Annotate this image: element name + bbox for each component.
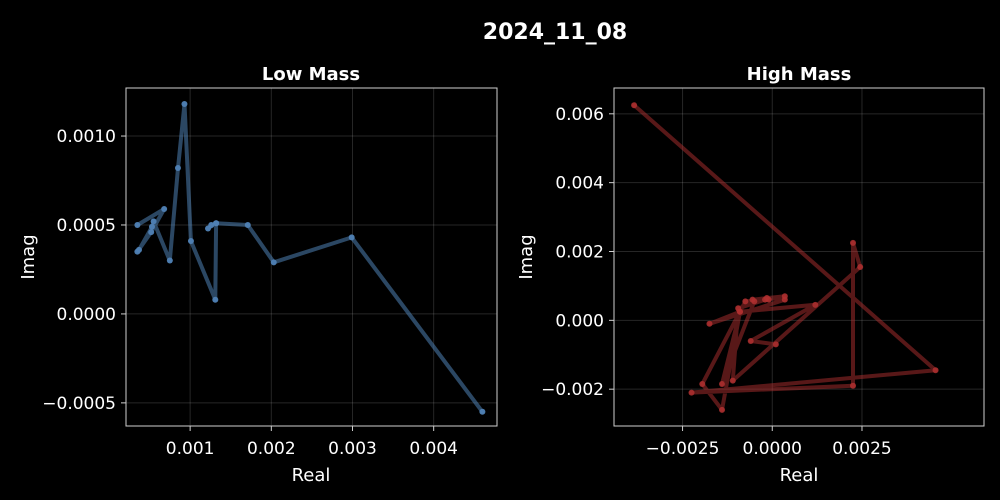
high-mass-data-point [850, 382, 857, 389]
high-mass-data-point [719, 406, 726, 413]
high-mass-data-point [719, 381, 726, 388]
high-mass-data-point [751, 298, 758, 305]
low-mass-ylabel: Imag [18, 234, 39, 279]
high-mass-ylabel: Imag [516, 234, 537, 279]
low-mass-data-point [181, 101, 188, 108]
low-mass-data-point [479, 408, 486, 415]
high-mass-xlabel: Real [780, 465, 819, 486]
high-mass-data-point [772, 341, 779, 348]
high-mass-axes-frame [613, 87, 985, 427]
low-mass-data-point [213, 220, 220, 227]
low-mass-ytick-label: 0.0005 [57, 216, 116, 236]
high-mass-data-point [631, 102, 638, 109]
low-mass-data-point [161, 205, 168, 212]
high-mass-data-point [699, 381, 706, 388]
figure-title: 2024_11_08 [483, 20, 627, 45]
high-mass-data-point [932, 367, 939, 374]
low-mass-data-point [150, 218, 157, 225]
high-mass-ytick-label: 0.004 [555, 174, 604, 194]
high-mass-data-point [736, 308, 743, 315]
low-mass-data-point [348, 234, 355, 241]
high-mass-data-point [781, 296, 788, 303]
low-mass-data-point [208, 221, 215, 228]
low-mass-data-point [134, 221, 141, 228]
high-mass-data-point [706, 320, 713, 327]
low-mass-xtick-label: 0.003 [328, 439, 377, 459]
high-mass-xtick-label: 0.0000 [743, 439, 802, 459]
high-mass-data-point [688, 389, 695, 396]
low-mass-ytick-label: 0.0010 [57, 127, 116, 147]
high-mass-data-point [812, 301, 819, 308]
low-mass-data-point [187, 237, 194, 244]
low-mass-ytick-label: −0.0005 [42, 394, 116, 414]
low-mass-ytick-label: 0.0000 [57, 305, 116, 325]
high-mass-ytick-label: 0.006 [555, 105, 604, 125]
low-mass-xlabel: Real [292, 465, 331, 486]
low-mass-data-point [174, 165, 181, 172]
high-mass-data-point [850, 239, 857, 246]
low-mass-xtick-label: 0.002 [247, 439, 296, 459]
high-mass-data-point [747, 337, 754, 344]
low-mass-xtick-label: 0.001 [166, 439, 215, 459]
low-mass-panel: Low Mass Real Imag 0.001 0.002 0.003 0.004 −… [18, 64, 498, 486]
high-mass-panel: High Mass Real Imag −0.0025 0.0000 0.0025 −… [516, 64, 985, 486]
high-mass-xtick-label: −0.0025 [646, 439, 720, 459]
low-mass-data-point [166, 257, 173, 264]
low-mass-title: Low Mass [262, 64, 360, 85]
low-mass-data-point [270, 259, 277, 266]
low-mass-data-point [148, 229, 155, 236]
low-mass-data-point [135, 246, 142, 253]
low-mass-axes-frame [125, 87, 498, 427]
low-mass-data-point [148, 223, 155, 230]
high-mass-ytick-label: 0.000 [555, 311, 604, 331]
high-mass-data-point [857, 263, 864, 270]
low-mass-data-point [212, 296, 219, 303]
high-mass-ytick-label: 0.002 [555, 242, 604, 262]
high-mass-title: High Mass [747, 64, 852, 85]
low-mass-data-point [244, 221, 251, 228]
high-mass-data-point [763, 294, 770, 301]
high-mass-ytick-label: −0.002 [541, 380, 604, 400]
high-mass-data-point [729, 377, 736, 384]
low-mass-xtick-label: 0.004 [409, 439, 458, 459]
high-mass-xtick-label: 0.0025 [832, 439, 891, 459]
high-mass-data-point [742, 298, 749, 305]
